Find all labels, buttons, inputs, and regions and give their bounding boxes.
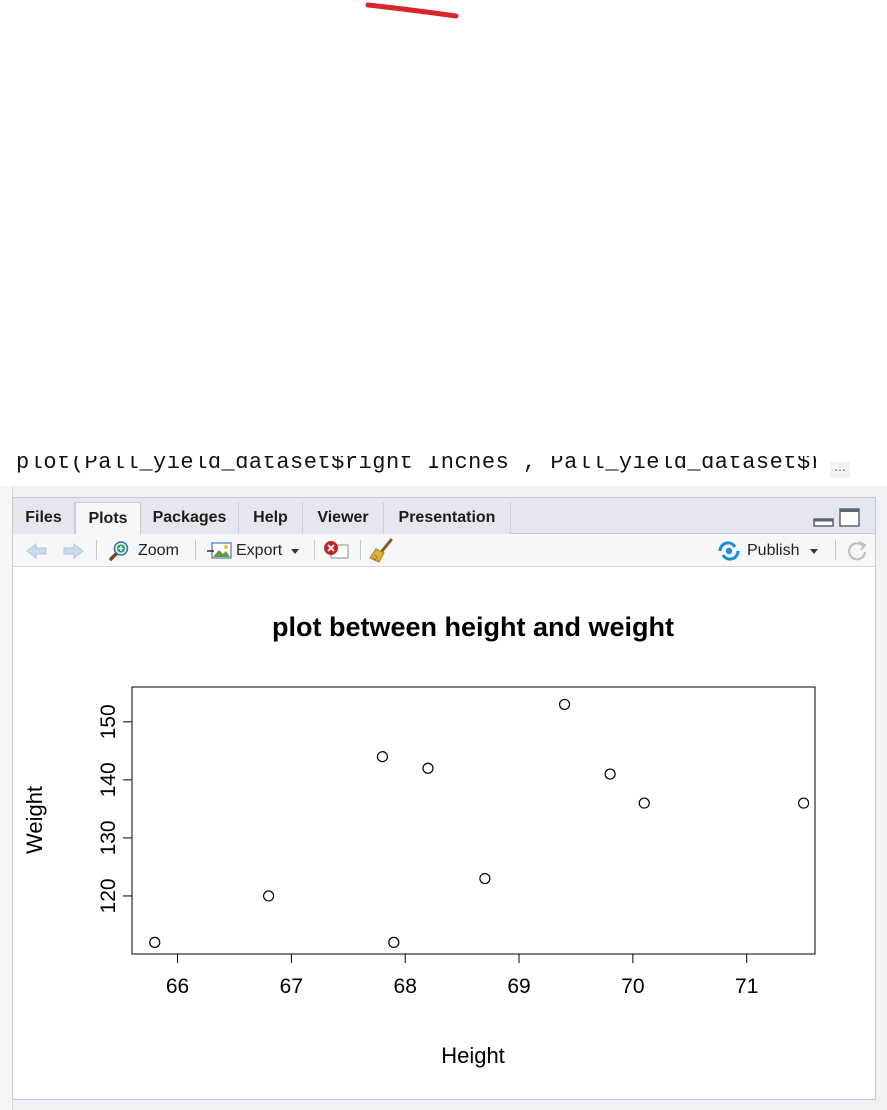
zoom-button[interactable]: Zoom — [107, 534, 179, 567]
zoom-label: Zoom — [138, 541, 179, 559]
export-image-icon — [207, 541, 232, 559]
data-point — [558, 698, 571, 711]
publish-label: Publish — [747, 541, 800, 559]
plots-pane: Files Plots Packages Help Viewer Present… — [12, 497, 876, 1100]
y-axis: 120 130 140 150 — [97, 704, 133, 913]
chart-title: plot between height and weight — [272, 612, 674, 642]
data-point — [479, 872, 491, 885]
back-button[interactable] — [25, 534, 49, 567]
minimize-pane-icon[interactable] — [813, 510, 835, 528]
export-label: Export — [236, 541, 283, 559]
tab-viewer-label: Viewer — [317, 509, 369, 526]
plot-viewer: plot between height and weight 66 67 68 69 7… — [13, 567, 875, 1099]
x-tick-label: 71 — [735, 975, 758, 998]
y-tick-label: 120 — [97, 878, 120, 913]
data-point — [798, 797, 810, 809]
tab-presentation[interactable]: Presentation — [384, 502, 511, 534]
y-tick-label: 140 — [97, 762, 120, 797]
data-point — [422, 762, 434, 774]
toolbar-separator — [314, 540, 315, 560]
data-points — [149, 698, 810, 948]
export-button[interactable]: Export — [206, 534, 304, 567]
toolbar-separator — [360, 540, 361, 560]
pane-tab-bar: Files Plots Packages Help Viewer Present… — [13, 498, 875, 535]
x-tick-label: 67 — [280, 975, 303, 998]
data-point — [149, 936, 161, 948]
tab-files[interactable]: Files — [13, 502, 75, 534]
publish-icon — [718, 540, 740, 561]
toolbar-separator — [96, 540, 97, 560]
tab-packages-label: Packages — [152, 509, 227, 526]
tab-help-label: Help — [253, 509, 288, 526]
editor-strip: plot(Pall_yield_dataset$right Inches , P… — [0, 456, 887, 486]
publish-button[interactable]: Publish — [716, 534, 823, 567]
tab-plots[interactable]: Plots — [75, 502, 141, 535]
y-tick-label: 150 — [97, 704, 120, 739]
editor-overflow-indicator: ... — [830, 459, 850, 478]
chevron-down-icon — [291, 548, 300, 554]
x-axis-label: Height — [441, 1043, 505, 1068]
refresh-button[interactable] — [845, 534, 869, 567]
editor-code-line[interactable]: plot(Pall_yield_dataset$right Inches , P… — [16, 456, 816, 475]
data-point — [263, 890, 275, 902]
remove-plot-icon — [324, 540, 349, 558]
toolbar-separator — [195, 540, 196, 560]
x-tick-label: 69 — [507, 975, 530, 998]
data-point — [604, 768, 616, 780]
forward-button[interactable] — [61, 534, 85, 567]
plot-frame — [131, 686, 816, 955]
x-tick-label: 68 — [394, 975, 417, 998]
tab-plots-label: Plots — [88, 510, 128, 527]
plots-toolbar: Zoom Export — [13, 534, 875, 567]
data-point — [388, 936, 400, 948]
y-axis-label: Weight — [22, 786, 47, 854]
scatter-plot: plot between height and weight 66 67 68 69 7… — [22, 612, 816, 1068]
magnifier-zoom-icon — [109, 540, 129, 561]
broom-icon — [369, 538, 393, 563]
maximize-pane-icon[interactable] — [839, 508, 861, 528]
tab-presentation-label: Presentation — [398, 509, 496, 526]
data-point — [376, 751, 389, 763]
red-annotation-mark — [365, 2, 459, 19]
x-tick-label: 66 — [166, 975, 189, 998]
forward-arrow-icon — [63, 542, 84, 559]
refresh-icon — [847, 540, 867, 560]
x-tick-label: 70 — [621, 975, 644, 998]
chevron-down-icon — [810, 548, 819, 554]
x-axis: 66 67 68 69 70 71 — [166, 953, 758, 998]
toolbar-separator — [835, 540, 836, 560]
tab-packages[interactable]: Packages — [141, 502, 239, 534]
back-arrow-icon — [26, 542, 47, 559]
clear-plots-button[interactable] — [368, 534, 396, 567]
tab-help[interactable]: Help — [239, 502, 303, 534]
y-tick-label: 130 — [97, 820, 120, 855]
tab-viewer[interactable]: Viewer — [303, 502, 384, 534]
remove-plot-button[interactable] — [322, 534, 350, 567]
tab-files-label: Files — [25, 509, 62, 526]
data-point — [638, 797, 650, 809]
